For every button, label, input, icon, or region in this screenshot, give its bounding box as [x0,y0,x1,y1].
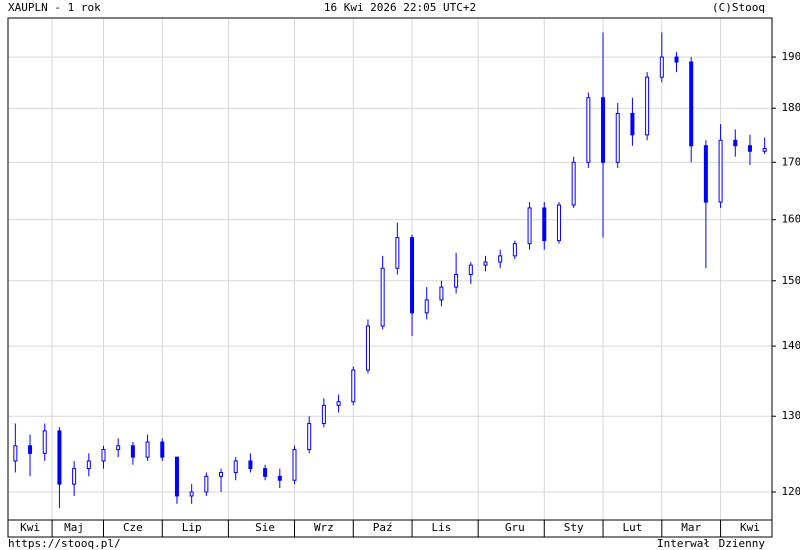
candle-body [571,161,576,206]
candle-body [689,61,694,147]
timestamp: 16 Kwi 2026 22:05 UTC+2 [324,1,476,14]
x-tick-label: Sie [255,521,275,534]
candle-body [13,445,18,462]
x-tick-label: Cze [123,521,143,534]
candle-body [263,468,268,477]
candle-body [718,139,723,203]
candle-body [747,145,752,152]
x-tick-label: Sty [564,521,584,534]
y-tick-label: 12000 [781,485,800,498]
candle-body [189,491,194,497]
candle-body [116,445,121,451]
source: (C)Stooq [712,1,765,14]
candle-body [233,460,238,473]
interval-label: Interwał [657,537,710,550]
candle-body [101,449,106,462]
candle-body [42,430,47,454]
candle-body [454,273,459,288]
candle-body [512,243,517,257]
candle-body [160,441,165,458]
candle-body [556,204,561,242]
candle-body [703,145,708,203]
y-tick-label: 16000 [781,213,800,226]
candle-body [483,261,488,266]
candle-body [28,445,33,454]
candle-body [57,430,62,485]
candle-body [174,456,179,497]
x-tick-label: Maj [64,521,84,534]
x-tick-label: Gru [505,521,525,534]
x-tick-label: Lip [182,521,202,534]
candle-body [130,445,135,458]
candle-body [527,207,532,245]
url: https://stooq.pl/ [8,537,121,550]
candle-body [336,401,341,406]
candle-body [542,207,547,242]
y-tick-label: 19000 [781,50,800,63]
candle-body [410,237,415,314]
candle-body [380,267,385,327]
candle-body [586,97,591,163]
candle-body [439,286,444,301]
candle-body [307,423,312,451]
candle-body [395,237,400,269]
y-tick-label: 15000 [781,274,800,287]
candle-body [615,112,620,163]
candle-body [145,441,150,458]
candle-body [733,139,738,147]
candle-body [468,264,473,275]
candle-body [365,325,370,371]
candle-body [645,76,650,136]
candle-body [630,112,635,136]
candle-body [219,471,224,477]
x-tick-label: Kwi [740,521,760,534]
x-tick-label: Lis [431,521,451,534]
y-tick-label: 13000 [781,409,800,422]
candle-body [72,468,77,485]
candle-body [424,299,429,314]
candle-body [204,475,209,493]
candle-body [292,449,297,481]
candle-body [277,475,282,481]
chart-title: XAUPLN - 1 rok [8,1,101,14]
x-tick-label: Lut [622,521,642,534]
candle-body [321,404,326,425]
plot-area [8,18,772,520]
candle-body [86,460,91,470]
interval: Dzienny [719,537,766,550]
y-tick-label: 17000 [781,155,800,168]
candle-body [248,460,253,470]
candle-body [659,56,664,78]
x-tick-label: Wrz [314,521,334,534]
y-tick-label: 18000 [781,101,800,114]
x-tick-label: Kwi [20,521,40,534]
x-tick-label: Paź [373,521,393,534]
candle-body [674,56,679,63]
candle-body [498,255,503,263]
plot-frame [7,17,773,538]
y-tick-label: 14000 [781,339,800,352]
candle-body [351,369,356,403]
x-tick-label: Mar [681,521,701,534]
candle-body [762,147,767,152]
candle-body [601,97,606,163]
